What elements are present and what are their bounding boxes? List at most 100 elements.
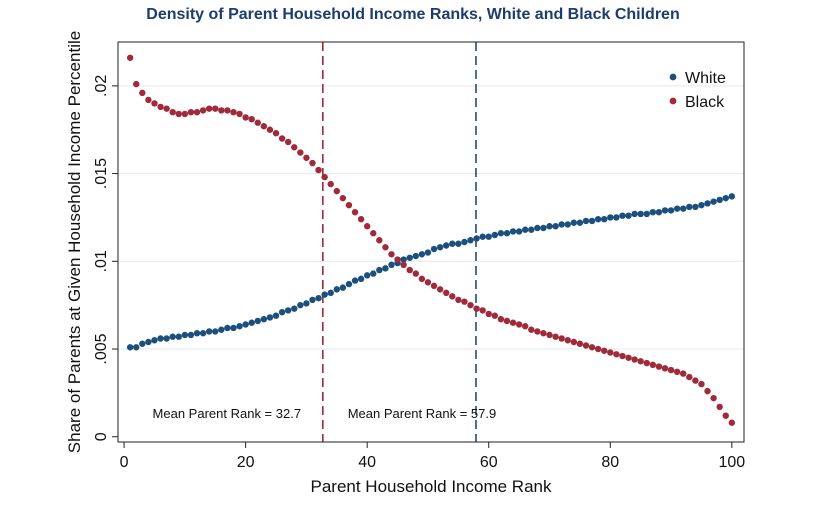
data-point — [199, 330, 207, 337]
data-point — [230, 108, 237, 116]
x-tick-label: 60 — [480, 454, 498, 471]
series-black — [126, 54, 736, 426]
data-point — [133, 344, 140, 351]
data-point — [722, 194, 729, 202]
data-point — [248, 115, 255, 123]
data-point — [515, 321, 523, 328]
data-point — [139, 89, 146, 97]
data-point — [680, 205, 687, 212]
data-point — [716, 196, 723, 204]
data-point — [649, 208, 657, 216]
data-point — [728, 193, 736, 200]
reference-line-label: Mean Parent Rank = 32.7 — [153, 406, 302, 421]
data-point — [534, 328, 541, 335]
data-point — [212, 105, 219, 112]
data-point — [625, 212, 632, 219]
data-point — [236, 110, 243, 118]
data-point — [333, 286, 340, 293]
data-point — [491, 312, 499, 319]
data-point — [315, 294, 322, 302]
data-point — [467, 237, 474, 244]
data-point — [692, 203, 699, 211]
data-point — [382, 265, 389, 272]
data-point — [205, 105, 213, 112]
data-point — [449, 240, 456, 247]
data-point — [522, 226, 529, 233]
data-point — [218, 326, 225, 333]
y-axis-title: Share of Parents at Given Household Inco… — [65, 31, 84, 453]
y-tick-label: .015 — [93, 158, 110, 189]
data-point — [260, 123, 268, 130]
series-white — [126, 193, 736, 351]
data-point — [236, 323, 243, 330]
data-point — [321, 291, 328, 298]
data-point — [722, 412, 729, 419]
data-point — [388, 261, 395, 269]
data-point — [680, 370, 687, 377]
data-point — [461, 298, 468, 305]
data-point — [710, 394, 717, 402]
data-point — [272, 130, 280, 137]
data-point — [588, 217, 596, 225]
data-point — [254, 119, 261, 126]
data-point — [704, 387, 711, 395]
data-point — [473, 235, 480, 242]
y-tick-label: .01 — [93, 250, 110, 272]
data-point — [139, 340, 146, 347]
x-tick-label: 40 — [358, 454, 376, 471]
data-point — [552, 223, 559, 230]
data-point — [594, 345, 602, 353]
data-point — [491, 231, 499, 239]
data-point — [564, 337, 571, 344]
data-point — [509, 319, 517, 326]
data-point — [297, 301, 304, 309]
data-point — [503, 230, 511, 237]
data-point — [692, 377, 699, 384]
data-point — [631, 210, 638, 218]
y-tick-label: 0 — [93, 432, 110, 441]
data-point — [503, 317, 511, 325]
data-point — [382, 244, 389, 251]
data-point — [278, 308, 286, 316]
data-point — [169, 108, 176, 116]
data-point — [558, 335, 565, 342]
data-point — [576, 340, 584, 347]
data-point — [613, 351, 620, 358]
legend: White Black — [669, 70, 726, 111]
data-point — [297, 149, 304, 156]
data-point — [509, 228, 517, 235]
data-point — [266, 314, 274, 321]
data-point — [637, 358, 644, 365]
data-point — [181, 331, 189, 339]
data-point — [436, 244, 444, 251]
data-point — [473, 305, 480, 312]
legend-label: Black — [685, 94, 725, 111]
data-point — [728, 419, 736, 426]
data-point — [315, 166, 322, 174]
data-point — [151, 337, 158, 344]
data-point — [278, 135, 286, 142]
data-point — [394, 256, 401, 263]
data-point — [224, 324, 231, 332]
data-point — [673, 205, 681, 212]
data-point — [400, 256, 407, 263]
data-point — [661, 365, 669, 372]
data-point — [625, 354, 632, 361]
data-point — [442, 242, 450, 249]
data-point — [351, 208, 359, 216]
data-point — [284, 307, 292, 314]
data-point — [418, 275, 426, 283]
data-point — [467, 301, 474, 309]
data-point — [594, 215, 602, 223]
data-point — [145, 96, 152, 104]
legend-label: White — [685, 70, 726, 87]
data-point — [291, 305, 298, 312]
data-point — [230, 324, 237, 332]
y-axis: 0 .005 .01 .015 .02 — [93, 75, 118, 441]
data-point — [345, 280, 353, 288]
data-point — [564, 221, 571, 228]
data-point — [497, 315, 505, 323]
data-point — [601, 215, 608, 223]
data-point — [479, 233, 486, 240]
data-point — [601, 347, 608, 354]
